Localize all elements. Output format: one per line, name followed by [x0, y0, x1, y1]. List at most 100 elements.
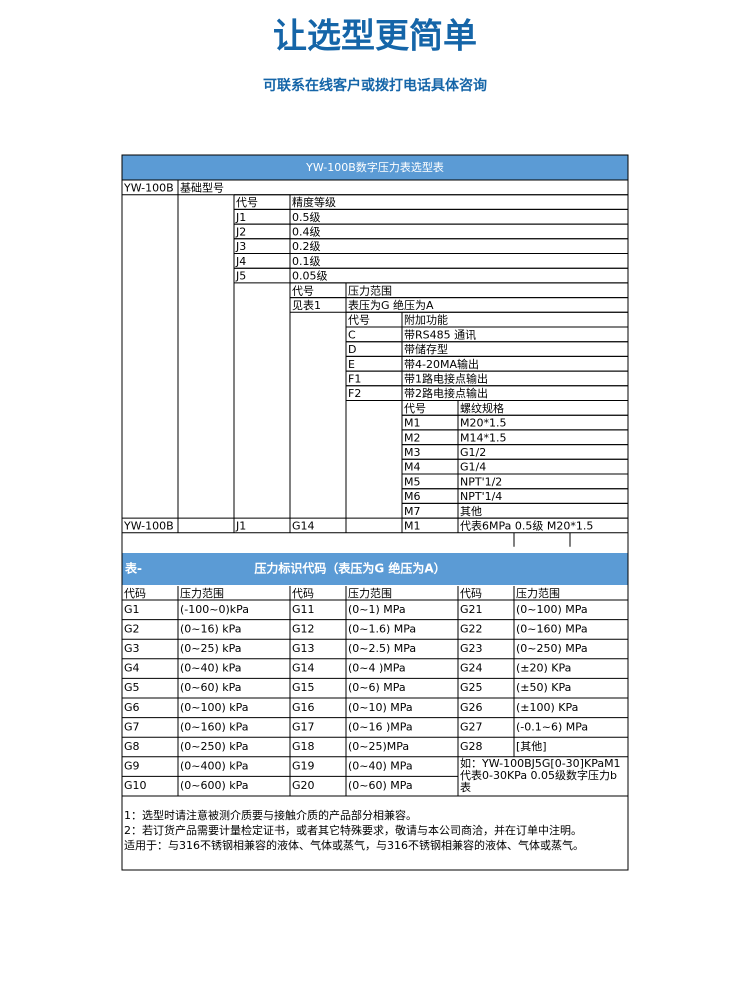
cell-text: (0~40) kPa: [180, 662, 242, 675]
cell-text: (0~250) kPa: [180, 740, 249, 753]
cell-text: M1: [404, 417, 421, 430]
table-header-bar: [122, 553, 628, 585]
cell-text: G14: [292, 662, 315, 675]
cell-text: G22: [460, 622, 483, 635]
cell-text: D: [348, 343, 356, 356]
cell-text: M14*1.5: [460, 431, 506, 444]
cell-text: G5: [124, 681, 140, 694]
cell-text: (0~60) MPa: [348, 779, 413, 792]
cell-text: G1: [124, 603, 140, 616]
cell-text: J3: [235, 240, 246, 253]
cell-text: G1/4: [460, 461, 486, 474]
cell-text: 带储存型: [404, 342, 448, 356]
cell-text: J5: [235, 270, 246, 283]
cell-text: (-100~0)kPa: [180, 603, 249, 616]
cell-text: F1: [348, 372, 361, 385]
cell-text: 代号: [292, 284, 314, 297]
cell-text: G13: [292, 642, 315, 655]
cell-text: YW-100B: [123, 519, 174, 532]
cell-text: (0~400) kPa: [180, 760, 249, 773]
cell-text: M20*1.5: [460, 417, 506, 430]
cell-text: G27: [460, 720, 483, 733]
cell-text: 代表6MPa 0.5级 M20*1.5: [460, 518, 593, 532]
cell-text: G17: [292, 720, 315, 733]
cell-text: J1: [235, 211, 246, 224]
cell-text: G8: [124, 740, 140, 753]
cell-text: (0~600) kPa: [180, 779, 249, 792]
cell-text: M7: [404, 505, 421, 518]
cell-text: (0~4 )MPa: [348, 662, 406, 675]
cell-text: G3: [124, 642, 140, 655]
cell-text: 0.2级: [292, 240, 321, 253]
cell-text: (±100) KPa: [516, 701, 578, 714]
cell-text: 基础型号: [180, 180, 224, 194]
cell-text: (0~100) kPa: [180, 701, 249, 714]
column-header: 压力范围: [348, 586, 392, 600]
cell-text: 代号: [404, 402, 426, 415]
cell-text: (0~160) MPa: [516, 622, 588, 635]
cell-text: M4: [404, 461, 421, 474]
cell-text: G4: [124, 662, 140, 675]
cell-text: J1: [235, 519, 246, 532]
note-text: 1：选型时请注意被测介质要与接触介质的产品部分相兼容。: [124, 808, 417, 822]
cell-text: YW-100B: [123, 181, 174, 194]
cell-text: 带RS485 通讯: [404, 328, 476, 341]
cell-text: [其他]: [516, 740, 547, 753]
cell-text: G18: [292, 740, 315, 753]
cell-text: 其他: [460, 505, 482, 518]
cell-text: (0~16) kPa: [180, 622, 242, 635]
cell-text: (0~1) MPa: [348, 603, 406, 616]
cell-text: J2: [235, 225, 246, 238]
cell-text: G15: [292, 681, 315, 694]
table-label: 表-: [124, 561, 142, 576]
page-subtitle: 可联系在线客户或拨打电话具体咨询: [263, 77, 487, 94]
table-title: YW-100B数字压力表选型表: [305, 160, 444, 174]
note-text: 适用于：与316不锈钢相兼容的液体、气体或蒸气，与316不锈钢相兼容的液体、气体…: [124, 838, 584, 852]
cell-text: G25: [460, 681, 483, 694]
example-text: 表: [460, 780, 471, 794]
cell-text: (0~60) kPa: [180, 681, 242, 694]
cell-text: (0~6) MPa: [348, 681, 406, 694]
cell-text: 压力范围: [348, 283, 392, 297]
cell-text: F2: [348, 387, 361, 400]
cell-text: G2: [124, 622, 140, 635]
cell-text: 附加功能: [404, 313, 448, 327]
column-header: 压力范围: [516, 586, 560, 600]
page-title: 让选型更简单: [273, 17, 477, 57]
cell-text: 代号: [236, 196, 258, 209]
cell-text: 精度等级: [292, 195, 336, 209]
table-outline: [121, 154, 629, 871]
cell-text: 带1路电接点输出: [404, 371, 488, 385]
cell-text: (0~250) MPa: [516, 642, 588, 655]
cell-text: M1: [404, 519, 421, 532]
cell-text: G23: [460, 642, 483, 655]
cell-text: 0.05级: [292, 270, 328, 283]
cell-text: J4: [235, 255, 246, 268]
cell-text: NPT'1/4: [460, 490, 502, 503]
cell-text: NPT'1/2: [460, 475, 502, 488]
cell-text: G16: [292, 701, 315, 714]
cell-text: (0~2.5) MPa: [348, 642, 416, 655]
cell-text: G24: [460, 662, 483, 675]
cell-text: G26: [460, 701, 483, 714]
cell-text: (0~1.6) MPa: [348, 622, 416, 635]
cell-text: (-0.1~6) MPa: [516, 720, 588, 733]
cell-text: G6: [124, 701, 140, 714]
cell-text: G14: [292, 519, 315, 532]
cell-text: (0~25) kPa: [180, 642, 242, 655]
cell-text: G19: [292, 760, 315, 773]
cell-text: M2: [404, 431, 421, 444]
table-header-bar: [122, 155, 628, 180]
table-title: 压力标识代码（表压为G 绝压为A）: [254, 561, 445, 576]
cell-text: (0~40) MPa: [348, 760, 413, 773]
example-text: 如：YW-100BJ5G[0-30]KPaM1: [460, 756, 621, 770]
cell-text: 带2路电接点输出: [404, 386, 488, 400]
cell-text: G1/2: [460, 446, 486, 459]
column-header: 代码: [292, 587, 314, 600]
cell-text: G12: [292, 622, 315, 635]
cell-text: (±50) KPa: [516, 681, 571, 694]
cell-text: (0~160) kPa: [180, 720, 249, 733]
note-text: 2：若订货产品需要计量检定证书，或者其它特殊要求，敬请与本公司商洽，并在订单中注…: [124, 823, 582, 837]
cell-text: 见表1: [292, 298, 321, 312]
